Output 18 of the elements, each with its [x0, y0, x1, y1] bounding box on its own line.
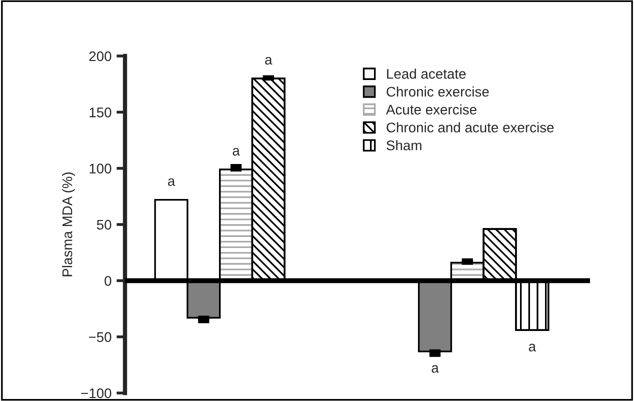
y-axis-title: Plasma MDA (%)	[62, 172, 75, 276]
data-label: a	[265, 57, 272, 65]
y-tick-label: −100	[81, 388, 112, 398]
y-tick-label: 100	[90, 164, 112, 174]
data-label: a	[168, 178, 176, 186]
y-tick-label: 0	[104, 276, 112, 286]
data-label: a	[432, 365, 439, 373]
y-tick-label: 50	[96, 220, 112, 230]
legend-label: Chronic exercise	[386, 86, 489, 97]
legend-label: Acute exercise	[386, 104, 476, 115]
data-label: a	[232, 148, 240, 156]
legend-label: Lead acetate	[387, 68, 466, 79]
y-tick-label: −50	[88, 332, 112, 342]
legend-label: Sham	[386, 140, 422, 150]
legend-label: Chronic and acute exercise	[386, 122, 554, 132]
y-tick-label: 200	[89, 51, 112, 62]
y-tick-label: 150	[90, 108, 112, 118]
data-label: a	[528, 344, 536, 352]
